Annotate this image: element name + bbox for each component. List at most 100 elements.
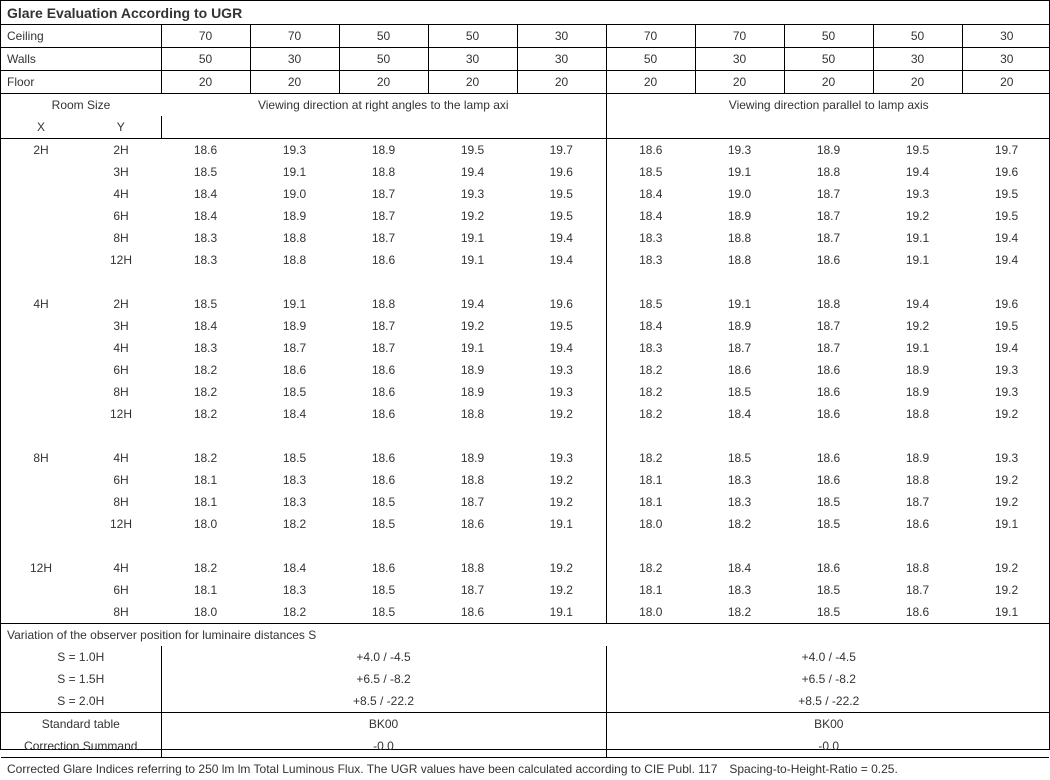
ugr-value: 19.3 [962,381,1050,403]
variation-label: S = 2.0H [1,690,161,713]
x-value: 12H [1,557,81,579]
ugr-value: 18.8 [339,161,428,183]
ugr-value: 19.1 [695,161,784,183]
ugr-value: 18.4 [250,557,339,579]
y-value: 6H [81,469,161,491]
ugr-value: 18.7 [873,491,962,513]
ugr-value: 18.6 [339,403,428,425]
ugr-value: 18.4 [250,403,339,425]
ugr-value: 18.6 [250,359,339,381]
standard-value: BK00 [161,713,606,736]
ugr-value: 19.4 [873,293,962,315]
ugr-value: 18.6 [339,469,428,491]
ugr-value: 19.2 [962,557,1050,579]
ugr-value: 19.3 [962,447,1050,469]
x-value [1,403,81,425]
header-ceiling-label: Ceiling [1,25,161,48]
standard-value: -0.0 [161,735,606,757]
x-value: 2H [1,139,81,162]
page-title: Glare Evaluation According to UGR [1,1,1049,25]
ugr-value: 19.2 [517,469,606,491]
header-walls-label: Walls [1,48,161,71]
header-floor-val: 20 [606,71,695,94]
ugr-value: 19.2 [962,403,1050,425]
ugr-value: 19.2 [962,469,1050,491]
ugr-value: 18.3 [250,579,339,601]
header-walls-val: 30 [250,48,339,71]
ugr-value: 18.6 [873,601,962,624]
ugr-value: 19.5 [517,183,606,205]
ugr-value: 19.2 [517,491,606,513]
ugr-value: 18.3 [695,491,784,513]
ugr-value: 18.8 [695,227,784,249]
x-value [1,249,81,271]
header-ceiling-val: 70 [161,25,250,48]
ugr-value: 18.7 [784,183,873,205]
header-walls-val: 30 [517,48,606,71]
ugr-value: 18.4 [161,205,250,227]
ugr-value: 19.1 [517,601,606,624]
ugr-value: 18.3 [695,579,784,601]
ugr-value: 18.2 [695,513,784,535]
standard-value: BK00 [606,713,1050,736]
ugr-value: 18.2 [606,359,695,381]
room-size-label: Room Size [1,94,161,117]
header-walls-val: 50 [784,48,873,71]
ugr-value: 18.6 [873,513,962,535]
ugr-value: 19.1 [250,293,339,315]
y-value: 8H [81,381,161,403]
y-value: 4H [81,337,161,359]
ugr-value: 18.8 [873,403,962,425]
ugr-value: 19.3 [250,139,339,162]
header-floor-val: 20 [784,71,873,94]
ugr-value: 18.6 [784,249,873,271]
x-value [1,513,81,535]
ugr-value: 18.2 [161,381,250,403]
ugr-value: 18.9 [784,139,873,162]
header-floor-label: Floor [1,71,161,94]
x-value [1,227,81,249]
ugr-value: 18.6 [784,469,873,491]
variation-value: +4.0 / -4.5 [606,646,1050,668]
ugr-value: 18.2 [161,557,250,579]
ugr-table: Glare Evaluation According to UGR Ceilin… [0,0,1050,750]
y-value: 3H [81,161,161,183]
header-walls-val: 50 [606,48,695,71]
ugr-value: 18.7 [784,315,873,337]
ugr-value: 18.3 [250,491,339,513]
x-value [1,601,81,624]
ugr-value: 18.9 [873,359,962,381]
ugr-value: 19.4 [517,337,606,359]
variation-title: Variation of the observer position for l… [1,624,1050,647]
ugr-value: 18.2 [606,447,695,469]
y-value: 4H [81,557,161,579]
ugr-value: 19.2 [873,315,962,337]
ugr-value: 19.3 [517,359,606,381]
header-ceiling-val: 50 [428,25,517,48]
ugr-value: 19.4 [517,227,606,249]
ugr-value: 18.6 [339,557,428,579]
ugr-value: 18.3 [161,337,250,359]
ugr-value: 19.2 [517,403,606,425]
ugr-value: 19.4 [873,161,962,183]
standard-label: Standard table [1,713,161,736]
ugr-value: 19.1 [428,227,517,249]
ugr-value: 19.0 [695,183,784,205]
header-floor-val: 20 [250,71,339,94]
x-value: 4H [1,293,81,315]
ugr-value: 19.2 [517,557,606,579]
ugr-value: 19.0 [250,183,339,205]
ugr-value: 18.4 [161,315,250,337]
header-floor-val: 20 [161,71,250,94]
ugr-value: 19.5 [873,139,962,162]
ugr-value: 19.5 [962,183,1050,205]
y-value: 4H [81,183,161,205]
header-walls-val: 50 [339,48,428,71]
ugr-value: 19.1 [517,513,606,535]
variation-value: +6.5 / -8.2 [606,668,1050,690]
variation-value: +4.0 / -4.5 [161,646,606,668]
y-value: 8H [81,491,161,513]
ugr-value: 19.5 [962,205,1050,227]
ugr-value: 19.1 [962,601,1050,624]
ugr-value: 18.6 [784,557,873,579]
